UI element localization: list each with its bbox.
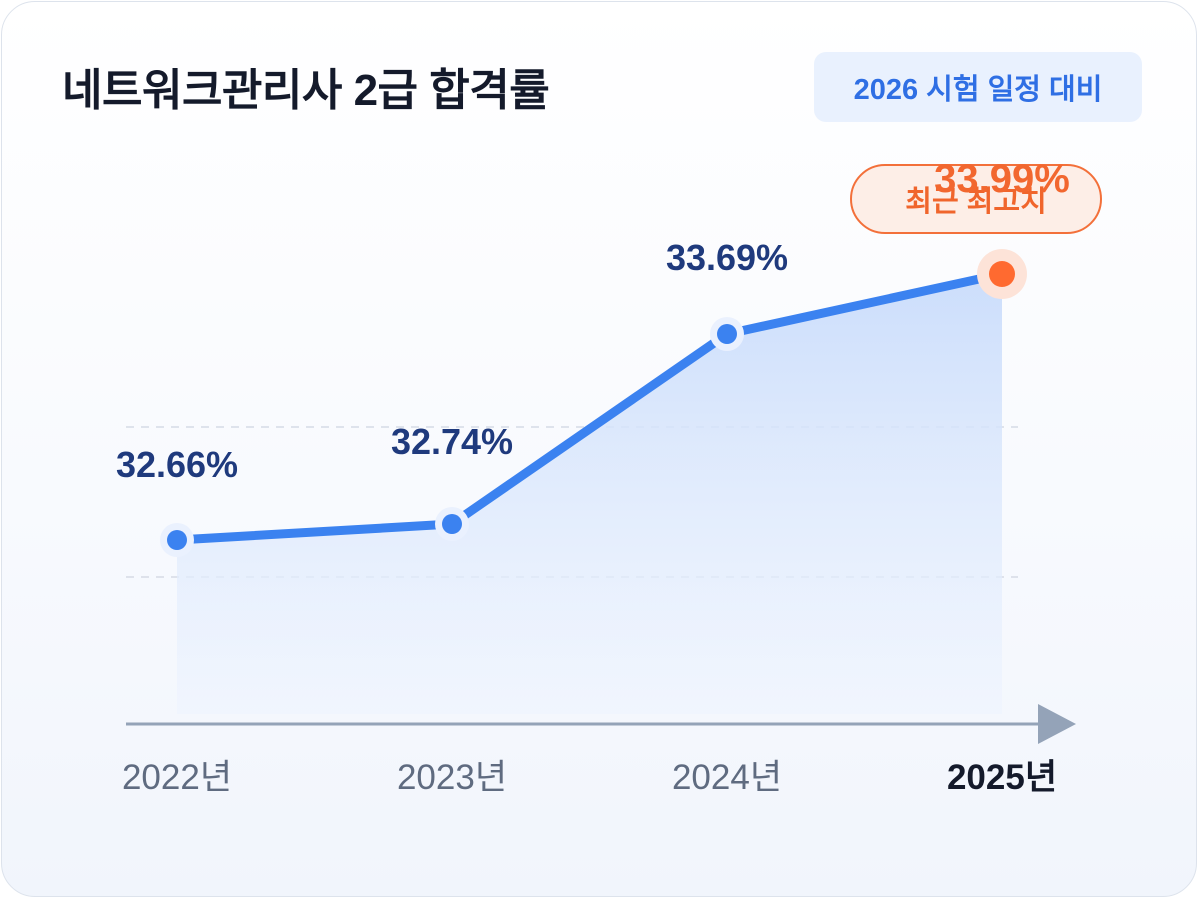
x-tick-label-2025년: 2025년 bbox=[947, 758, 1057, 797]
x-tick-label-2023년: 2023년 bbox=[397, 758, 507, 797]
value-labels: 32.66% 32.74% 33.69% 33.99% bbox=[116, 157, 1070, 485]
value-label-2023년: 32.74% bbox=[391, 421, 513, 462]
data-point-2025년 bbox=[989, 261, 1015, 287]
data-point-2022년 bbox=[167, 530, 187, 550]
exam-schedule-badge: 2026 시험 일정 대비 bbox=[814, 52, 1142, 122]
area-fill bbox=[177, 274, 1002, 714]
series-line bbox=[172, 269, 1007, 545]
data-point-2023년 bbox=[442, 514, 462, 534]
chart-title: 네트워크관리사 2급 합격률 bbox=[62, 66, 550, 115]
recent-high-pill: 최근 최고치 bbox=[850, 164, 1102, 234]
value-label-2024년: 33.69% bbox=[666, 237, 788, 278]
x-tick-label-2024년: 2024년 bbox=[672, 758, 782, 797]
x-axis-arrow-icon bbox=[1038, 704, 1076, 744]
x-tick-label-2022년: 2022년 bbox=[122, 758, 232, 797]
value-label-2025년: 33.99% bbox=[934, 157, 1070, 201]
value-label-2022년: 32.66% bbox=[116, 444, 238, 485]
data-points bbox=[160, 249, 1027, 557]
data-point-2024년 bbox=[717, 324, 737, 344]
x-tick-labels: 2022년 2023년 2024년 2025년 bbox=[122, 758, 1057, 797]
